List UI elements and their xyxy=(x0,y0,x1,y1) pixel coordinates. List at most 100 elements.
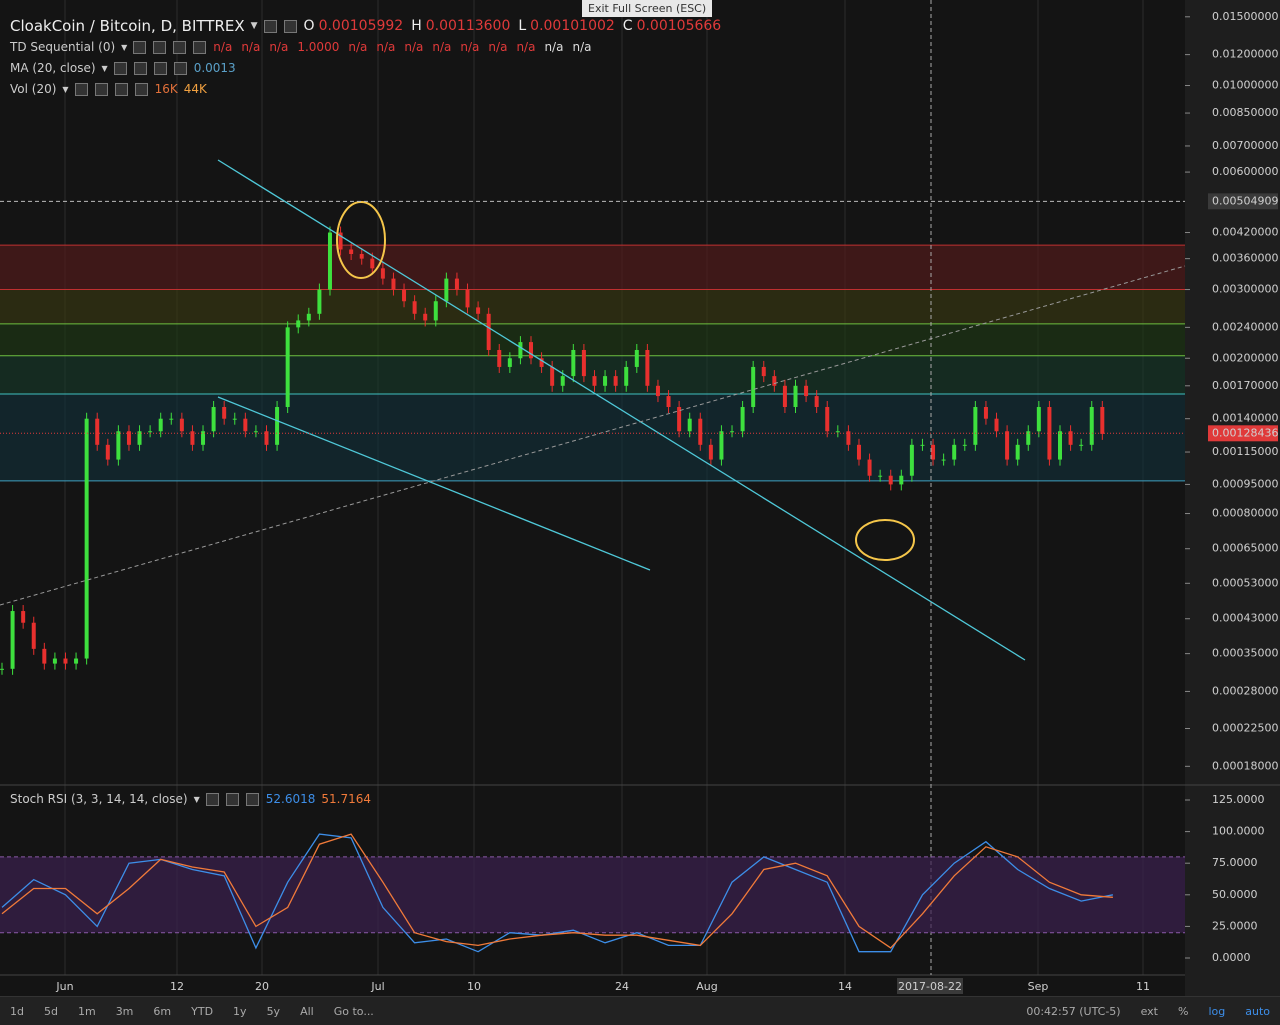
rsi-tick-label: 0.0000 xyxy=(1212,951,1251,964)
candle xyxy=(201,431,206,445)
y-tick-label: 0.00200000 xyxy=(1212,351,1278,364)
legend-vol: Vol (20) ▼ 16K 44K xyxy=(10,82,207,96)
y-tick-label: 0.00140000 xyxy=(1212,412,1278,425)
candle xyxy=(74,658,79,664)
legend-main: CloakCoin / Bitcoin, D, BITTREX ▼ O 0.0010… xyxy=(10,17,722,35)
candle xyxy=(560,376,565,386)
range-button[interactable]: 5d xyxy=(43,1004,58,1018)
candle xyxy=(1047,407,1052,460)
ohlc-key: H xyxy=(411,18,422,34)
option-button[interactable]: auto xyxy=(1245,1004,1270,1018)
candle xyxy=(655,385,660,397)
candle xyxy=(1079,444,1084,446)
range-button[interactable]: YTD xyxy=(191,1004,214,1018)
trendline xyxy=(217,396,651,571)
candle xyxy=(529,342,533,359)
range-button[interactable]: 6m xyxy=(153,1004,172,1018)
x-tick-label: 20 xyxy=(255,980,269,993)
candle xyxy=(962,444,967,446)
range-button[interactable]: 1y xyxy=(233,1004,247,1018)
y-tick-label: 0.01500000 xyxy=(1212,10,1278,23)
candle xyxy=(814,396,819,408)
level-zone xyxy=(0,245,1185,290)
exit-fullscreen[interactable]: Exit Full Screen (ESC) xyxy=(582,0,713,17)
y-tick-label: 0.00028000 xyxy=(1212,684,1278,697)
candle xyxy=(846,431,851,445)
candle xyxy=(10,611,15,669)
candle xyxy=(126,431,131,445)
rsi-line xyxy=(1,833,1114,953)
candle xyxy=(920,444,925,446)
candle xyxy=(613,376,618,386)
y-tick-label: 0.00053000 xyxy=(1212,576,1278,589)
candle xyxy=(497,349,502,367)
chart: 0.01500000 0.01200000 0.01000000 0.00850000… xyxy=(0,0,1280,996)
y-tick-label: 0.00035000 xyxy=(1212,647,1278,660)
vol-name[interactable]: Vol (20) xyxy=(10,82,57,96)
candle xyxy=(232,418,237,420)
option-button[interactable]: ext xyxy=(1140,1004,1158,1018)
vol-value: 16K xyxy=(154,82,178,96)
candle xyxy=(835,431,840,433)
candle xyxy=(782,385,787,408)
candle xyxy=(327,232,332,290)
td-value: n/a xyxy=(432,40,452,54)
candle xyxy=(359,254,364,259)
last-price-label: 0.00128436 xyxy=(1212,426,1278,439)
fib-levels xyxy=(0,244,1185,482)
td-value: n/a xyxy=(269,40,289,54)
y-tick-label: 0.01200000 xyxy=(1212,48,1278,61)
candle xyxy=(761,366,766,377)
y-tick-label: 0.00065000 xyxy=(1212,542,1278,555)
rsi-tick-label: 50.0000 xyxy=(1212,888,1258,901)
td-value: n/a xyxy=(348,40,368,54)
option-button[interactable]: % xyxy=(1178,1004,1189,1018)
candle xyxy=(253,431,258,433)
range-button[interactable]: 1d xyxy=(10,1004,24,1018)
vol-value: 44K xyxy=(183,82,207,96)
y-tick-label: 0.00022500 xyxy=(1212,721,1278,734)
td-value: n/a xyxy=(516,40,536,54)
range-button[interactable]: 1m xyxy=(77,1004,96,1018)
candle xyxy=(1015,444,1020,460)
crosshair-label-bg xyxy=(1208,193,1278,210)
ohlc-key: L xyxy=(518,18,527,34)
range-button[interactable]: Go to... xyxy=(333,1004,374,1018)
candle xyxy=(825,407,830,432)
candle xyxy=(634,349,639,367)
ohlc-value: 0.00101002 xyxy=(530,18,615,34)
last-price-bg xyxy=(1208,425,1278,442)
td-name[interactable]: TD Sequential (0) xyxy=(10,40,116,54)
candle xyxy=(0,668,4,670)
range-button[interactable]: All xyxy=(300,1004,314,1018)
candle xyxy=(1068,431,1073,445)
range-button[interactable]: 5y xyxy=(266,1004,281,1018)
candle xyxy=(793,385,798,408)
candle xyxy=(486,313,491,350)
candle xyxy=(730,431,735,433)
x-tick-label: 2017-08-22 xyxy=(898,980,962,993)
candle xyxy=(677,407,682,432)
ma-name[interactable]: MA (20, close) xyxy=(10,61,96,75)
range-button[interactable]: 3m xyxy=(115,1004,134,1018)
candle xyxy=(751,366,756,408)
td-value: 1.0000 xyxy=(297,40,340,54)
y-tick-label: 0.00170000 xyxy=(1212,379,1278,392)
candle xyxy=(708,444,713,460)
bottom-toolbar: 1d 5d 1m 3m 6m YTD 1y 5y All Go to... 00:42:57 (UT… xyxy=(0,996,1280,1025)
option-button[interactable]: log xyxy=(1208,1004,1226,1018)
x-tick-label: Jul xyxy=(370,980,384,993)
x-tick-label: 11 xyxy=(1136,980,1150,993)
candle xyxy=(941,459,946,461)
rsi-name[interactable]: Stoch RSI (3, 3, 14, 14, close) xyxy=(10,792,188,806)
highlight-circle xyxy=(336,201,386,279)
candle xyxy=(687,418,692,432)
candle xyxy=(317,289,322,314)
symbol[interactable]: CloakCoin / Bitcoin, D, BITTREX xyxy=(10,17,245,35)
candle xyxy=(804,385,809,397)
td-value: n/a xyxy=(460,40,480,54)
candle xyxy=(63,658,68,664)
rsi-tick-label: 100.0000 xyxy=(1212,825,1265,838)
td-value: n/a xyxy=(376,40,396,54)
